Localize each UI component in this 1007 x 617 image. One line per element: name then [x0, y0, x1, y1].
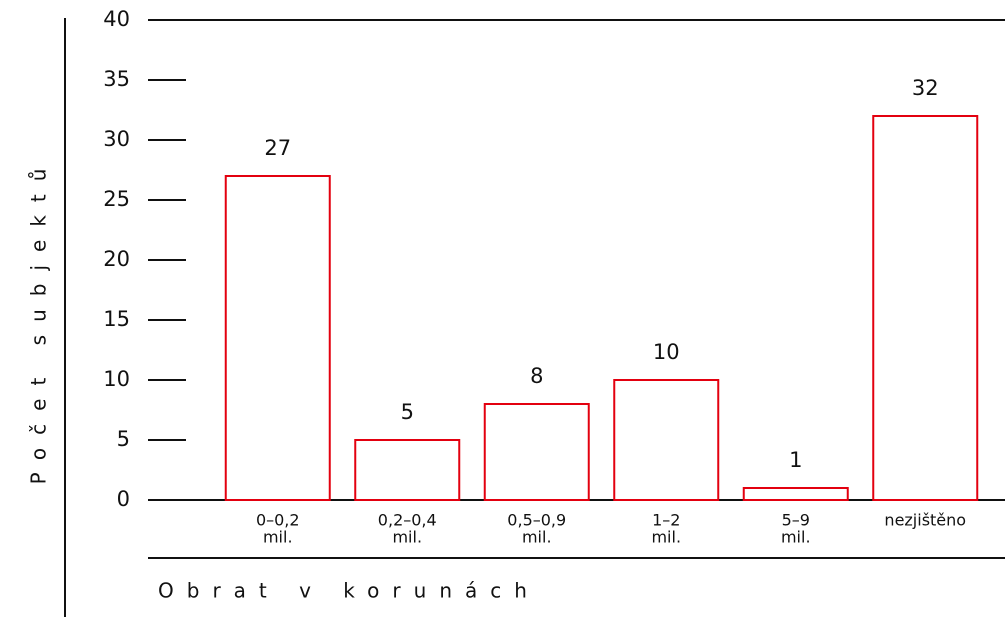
y-tick-label: 40 [103, 7, 130, 31]
y-axis-title: Počet subjektů [27, 156, 51, 485]
value-label: 8 [530, 364, 543, 388]
y-tick-label: 30 [103, 127, 130, 151]
x-axis-title: Obrat v korunách [158, 579, 540, 603]
value-label: 10 [653, 340, 680, 364]
x-tick-label: 5–9 [782, 511, 810, 530]
x-tick-label: mil. [263, 528, 293, 547]
x-tick-label: mil. [781, 528, 811, 547]
y-tick-label: 5 [117, 427, 130, 451]
y-tick-label: 25 [103, 187, 130, 211]
x-tick-label: mil. [392, 528, 422, 547]
bar [224, 175, 331, 501]
x-tick-label: 0,2–0,4 [378, 511, 437, 530]
x-tick-label: mil. [651, 528, 681, 547]
bar [742, 487, 849, 501]
x-tick-label: mil. [522, 528, 552, 547]
bar [483, 403, 590, 501]
bar [872, 115, 979, 501]
value-label: 5 [401, 400, 414, 424]
y-tick-label: 10 [103, 367, 130, 391]
y-tick-label: 0 [117, 487, 130, 511]
y-tick-label: 15 [103, 307, 130, 331]
value-label: 27 [264, 136, 291, 160]
x-tick-label: 0–0,2 [256, 511, 300, 530]
value-label: 1 [789, 448, 802, 472]
bar [613, 379, 720, 501]
x-tick-label: nezjištěno [884, 511, 966, 530]
bar [354, 439, 461, 501]
y-tick-label: 35 [103, 67, 130, 91]
x-tick-label: 0,5–0,9 [507, 511, 566, 530]
y-tick-label: 20 [103, 247, 130, 271]
value-label: 32 [912, 76, 939, 100]
x-tick-label: 1–2 [652, 511, 680, 530]
